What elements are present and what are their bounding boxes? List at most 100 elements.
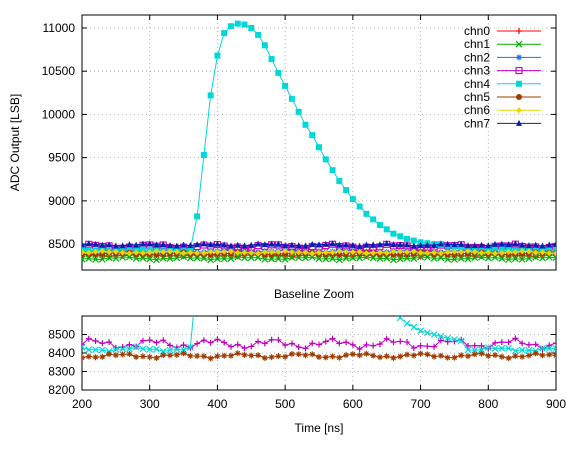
legend-label-chn6: chn6 xyxy=(464,103,490,117)
data-point-chn7 xyxy=(349,241,356,248)
top-panel-ytick-label: 10500 xyxy=(42,64,76,78)
data-point-chn6 xyxy=(234,249,241,256)
data-point-chn6 xyxy=(492,250,499,257)
zoom-data-point-chn3 xyxy=(471,342,478,349)
zoom-data-point-chn3 xyxy=(383,335,390,342)
data-point-chn7 xyxy=(106,241,113,248)
data-point-chn5 xyxy=(390,251,397,258)
data-point-chn4 xyxy=(261,42,268,49)
zoom-data-point-chn5 xyxy=(207,355,214,362)
zoom-data-point-chn5 xyxy=(309,351,316,358)
zoom-data-point-chn4 xyxy=(336,196,342,202)
data-point-chn7 xyxy=(525,242,532,249)
zoom-data-point-chn5 xyxy=(525,352,532,359)
zoom-data-point-chn4 xyxy=(396,316,404,322)
data-point-chn1 xyxy=(498,255,506,263)
data-point-chn4 xyxy=(458,244,465,251)
top-panel-ytick-label: 8500 xyxy=(48,237,75,251)
zoom-data-point-chn4 xyxy=(98,346,106,354)
data-point-chn7 xyxy=(214,240,221,247)
data-point-chn6 xyxy=(383,249,390,256)
data-point-chn1 xyxy=(261,255,269,263)
zoom-data-point-chn5 xyxy=(383,353,390,360)
data-point-chn1 xyxy=(186,254,194,262)
data-point-chn6 xyxy=(126,250,133,257)
legend-marker-chn1 xyxy=(515,40,523,48)
data-point-chn6 xyxy=(525,248,532,255)
data-point-chn4 xyxy=(268,56,275,63)
data-point-chn6 xyxy=(336,248,343,255)
zoom-data-point-chn3 xyxy=(525,341,532,348)
bottom-panel-xtick-label: 600 xyxy=(343,397,363,411)
data-point-chn1 xyxy=(390,256,397,264)
data-point-chn7 xyxy=(119,242,126,249)
zoom-data-point-chn4 xyxy=(437,332,445,340)
data-point-chn1 xyxy=(457,255,465,262)
data-point-chn4 xyxy=(275,69,282,76)
legend-label-chn7: chn7 xyxy=(464,116,490,130)
data-point-chn6 xyxy=(302,249,309,256)
zoom-data-point-chn5 xyxy=(200,353,207,360)
zoom-data-point-chn3 xyxy=(329,335,336,342)
data-point-chn1 xyxy=(484,254,492,262)
data-point-chn1 xyxy=(410,255,418,262)
zoom-data-point-chn5 xyxy=(255,352,262,359)
zoom-title: Baseline Zoom xyxy=(274,287,354,301)
data-point-chn1 xyxy=(451,256,458,263)
data-point-chn6 xyxy=(322,249,329,256)
data-point-chn6 xyxy=(82,249,85,256)
data-point-chn7 xyxy=(471,242,478,249)
zoom-data-point-chn5 xyxy=(417,350,424,357)
bottom-panel-ytick-label: 8300 xyxy=(48,365,75,379)
data-point-chn1 xyxy=(329,255,336,263)
data-point-chn4 xyxy=(82,245,85,252)
data-point-chn6 xyxy=(553,250,556,257)
zoom-data-point-chn3 xyxy=(376,341,383,348)
data-point-chn5 xyxy=(153,251,160,258)
data-point-chn1 xyxy=(335,256,343,264)
data-point-chn1 xyxy=(302,254,309,262)
zoom-data-point-chn3 xyxy=(227,343,234,350)
data-point-chn6 xyxy=(329,249,336,256)
data-point-chn6 xyxy=(282,247,289,254)
bottom-panel-ticks: 200 300 400 500 600 700 800 900 8200 8300 8400 8500 xyxy=(48,316,566,411)
zoom-data-point-chn5 xyxy=(322,354,329,361)
data-point-chn1 xyxy=(159,254,167,262)
data-point-chn6 xyxy=(464,248,471,255)
data-point-chn6 xyxy=(85,249,92,256)
top-panel-ytick-label: 10000 xyxy=(42,107,76,121)
zoom-data-point-chn4 xyxy=(139,345,147,353)
zoom-data-point-chn3 xyxy=(370,342,377,349)
data-point-chn1 xyxy=(268,255,276,263)
zoom-data-point-chn4 xyxy=(350,235,356,241)
zoom-data-point-chn3 xyxy=(478,342,485,349)
data-point-chn1 xyxy=(518,255,526,263)
data-point-chn6 xyxy=(444,249,451,256)
legend-marker-chn5 xyxy=(516,94,522,100)
data-point-chn4 xyxy=(207,92,214,99)
data-point-chn1 xyxy=(342,254,350,262)
data-point-chn4 xyxy=(288,95,295,102)
data-point-chn4 xyxy=(498,246,505,253)
zoom-data-point-chn3 xyxy=(126,341,133,348)
data-point-chn1 xyxy=(356,254,364,262)
data-point-chn4 xyxy=(370,216,377,223)
data-point-chn7 xyxy=(329,240,336,247)
legend-label-chn1: chn1 xyxy=(464,37,490,51)
zoom-data-point-chn3 xyxy=(356,346,363,353)
zoom-data-point-chn5 xyxy=(99,353,106,360)
legend-label-chn3: chn3 xyxy=(464,64,490,78)
zoom-data-point-chn3 xyxy=(498,339,505,346)
zoom-data-point-chn3 xyxy=(553,340,556,347)
data-point-chn1 xyxy=(247,254,255,262)
data-point-chn4 xyxy=(282,82,289,89)
data-point-chn1 xyxy=(437,254,445,262)
zoom-data-point-chn5 xyxy=(512,353,519,360)
data-point-chn1 xyxy=(200,254,208,262)
data-point-chn4 xyxy=(200,152,207,159)
top-panel-ytick-label: 9500 xyxy=(48,151,75,165)
data-point-chn6 xyxy=(153,248,160,255)
data-point-chn6 xyxy=(173,248,180,255)
zoom-data-point-chn4 xyxy=(82,343,86,351)
data-point-chn7 xyxy=(316,241,322,248)
